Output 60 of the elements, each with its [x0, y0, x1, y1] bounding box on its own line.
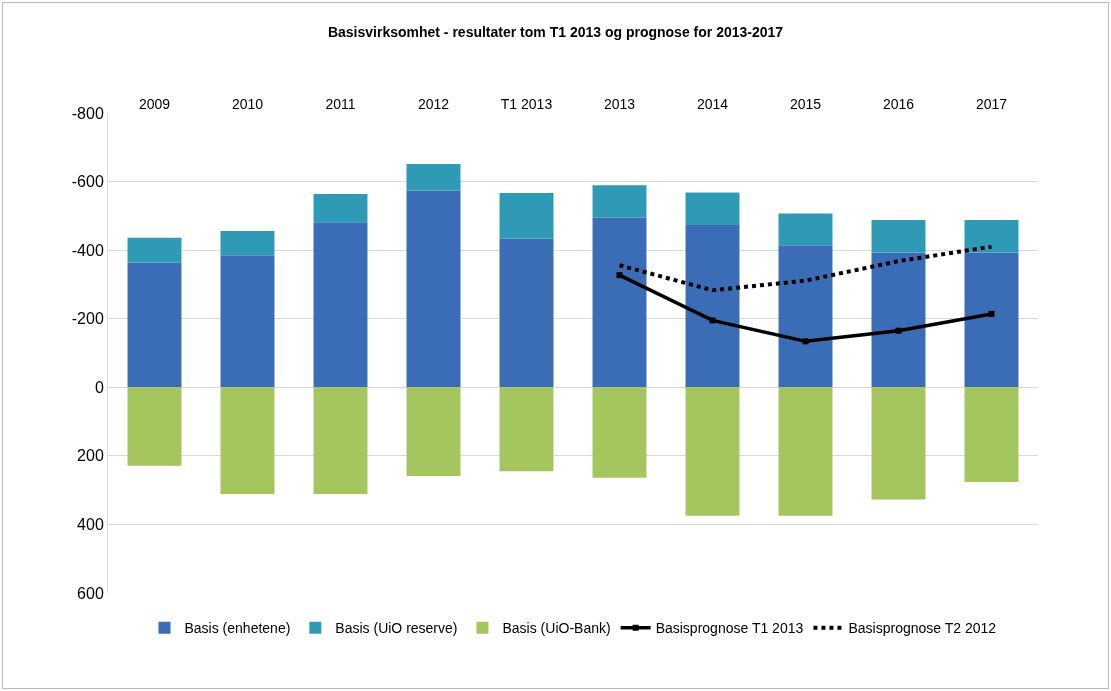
bar [127, 262, 182, 388]
x-tick-label: 2009 [138, 96, 171, 113]
bar [313, 387, 368, 494]
x-tick-label: 2016 [882, 96, 915, 113]
bar [964, 252, 1019, 388]
line-series [617, 244, 994, 293]
y-tick-label: 200 [77, 447, 104, 465]
point [895, 327, 902, 334]
bar [778, 387, 833, 516]
bar [220, 387, 275, 494]
y-tick-label: -400 [71, 241, 104, 259]
point [616, 272, 623, 279]
x-tick-label: T1 2013 [500, 96, 553, 113]
bar [406, 190, 461, 388]
bar [871, 252, 926, 388]
y-tick-label: 400 [77, 516, 104, 534]
bar [685, 192, 740, 226]
bar [313, 222, 368, 388]
bar [220, 230, 275, 256]
point [802, 338, 809, 345]
bar [592, 217, 647, 388]
legend-label: Basis (UiO reserve) [335, 620, 458, 637]
x-tick-label: 2014 [696, 96, 729, 113]
bar [499, 192, 554, 239]
y-tick-label: 600 [77, 584, 104, 602]
bar [964, 219, 1019, 253]
bar [406, 387, 461, 477]
bar [592, 185, 647, 218]
x-tick-label: 2015 [789, 96, 822, 113]
point [709, 317, 716, 324]
bar [778, 213, 833, 246]
x-tick-label: 2013 [603, 96, 636, 113]
legend-label: Basis (enhetene) [184, 620, 291, 637]
bar [871, 219, 926, 253]
legend-label: Basisprognose T2 2012 [848, 620, 997, 637]
y-tick-label: -800 [71, 104, 104, 122]
bar [406, 164, 461, 191]
x-tick-label: 2010 [231, 96, 264, 113]
y-tick-label: 0 [94, 378, 104, 396]
bar [871, 387, 926, 500]
bar [685, 387, 740, 516]
bar [313, 193, 368, 223]
bar [127, 387, 182, 466]
y-tick-label: -200 [71, 310, 104, 328]
legend-label: Basisprognose T1 2013 [655, 620, 804, 637]
point [988, 310, 995, 317]
bar [499, 387, 554, 472]
x-tick-label: 2017 [975, 96, 1008, 113]
chart-title: Basisvirksomhet - resultater tom T1 2013 og prognose for 2013-2017 [327, 23, 784, 40]
bar [592, 387, 647, 478]
bar [127, 237, 182, 263]
x-tick-label: 2012 [417, 96, 450, 113]
bar [964, 387, 1019, 482]
legend-label: Basis (UiO-Bank) [502, 620, 611, 637]
x-tick-label: 2011 [325, 96, 356, 113]
bar [220, 255, 275, 388]
bar [499, 238, 554, 388]
bar [778, 245, 833, 388]
y-tick-label: -600 [71, 173, 104, 191]
bar [685, 225, 740, 388]
